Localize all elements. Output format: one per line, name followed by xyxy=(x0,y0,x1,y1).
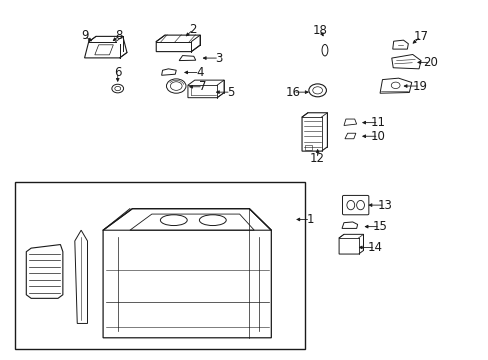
Text: 20: 20 xyxy=(423,56,437,69)
Text: 16: 16 xyxy=(285,86,300,99)
Text: 4: 4 xyxy=(196,66,203,79)
Text: 5: 5 xyxy=(227,86,234,99)
Text: 19: 19 xyxy=(412,80,427,93)
Text: 15: 15 xyxy=(372,220,386,233)
Bar xyxy=(305,145,311,150)
Text: 18: 18 xyxy=(312,24,327,37)
Text: 12: 12 xyxy=(309,152,325,165)
Text: 14: 14 xyxy=(367,241,382,254)
Text: 9: 9 xyxy=(81,29,88,42)
Text: 1: 1 xyxy=(306,213,313,226)
Text: 3: 3 xyxy=(215,51,223,64)
Text: 2: 2 xyxy=(189,23,197,36)
Text: 7: 7 xyxy=(199,80,206,93)
Text: 8: 8 xyxy=(115,29,122,42)
Text: 6: 6 xyxy=(114,66,121,79)
Text: 13: 13 xyxy=(377,199,391,212)
Text: 11: 11 xyxy=(370,116,386,129)
Text: 17: 17 xyxy=(413,30,427,43)
Text: 10: 10 xyxy=(370,130,385,143)
